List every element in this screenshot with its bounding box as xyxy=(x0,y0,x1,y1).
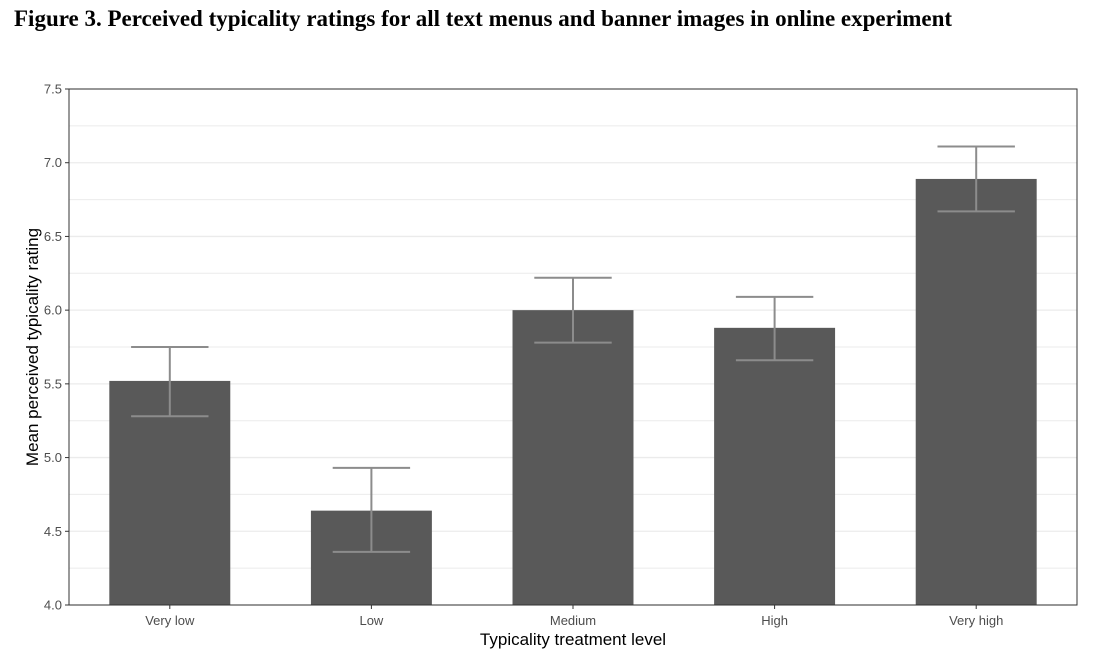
x-axis-title: Typicality treatment level xyxy=(480,630,666,649)
error-bar-high xyxy=(735,295,814,362)
y-axis-title: Mean perceived typicality rating xyxy=(23,228,42,466)
y-axis-ticks: 4.0 4.5 5.0 5.5 6.0 6.5 7.0 7.5 xyxy=(44,82,69,613)
bar-high xyxy=(714,327,836,605)
error-bar-very-high xyxy=(937,145,1015,213)
y-tick-label: 5.0 xyxy=(44,450,62,465)
bar-very-low xyxy=(109,380,231,605)
bar-very-high xyxy=(915,178,1037,605)
error-bar-low xyxy=(332,466,411,553)
x-tick-label: High xyxy=(761,613,788,628)
y-tick-label: 5.5 xyxy=(44,376,62,391)
figure-title: Figure 3. Perceived typicality ratings f… xyxy=(14,6,953,31)
y-tick-label: 6.5 xyxy=(44,229,62,244)
x-tick-label: Very high xyxy=(949,613,1003,628)
x-tick-label: Low xyxy=(359,613,383,628)
y-tick-label: 7.5 xyxy=(44,82,62,97)
y-tick-label: 7.0 xyxy=(44,155,62,170)
error-bars xyxy=(131,145,1015,553)
error-bar-medium xyxy=(534,276,612,344)
x-axis-ticks: Very low Low Medium High Very high xyxy=(145,605,1003,628)
x-tick-label: Very low xyxy=(145,613,195,628)
y-tick-label: 4.5 xyxy=(44,524,62,539)
x-tick-label: Medium xyxy=(550,613,596,628)
y-tick-label: 4.0 xyxy=(44,598,62,613)
bars xyxy=(109,178,1037,605)
y-tick-label: 6.0 xyxy=(44,303,62,318)
error-bar-very-low xyxy=(131,346,209,418)
bar-medium xyxy=(512,310,634,605)
